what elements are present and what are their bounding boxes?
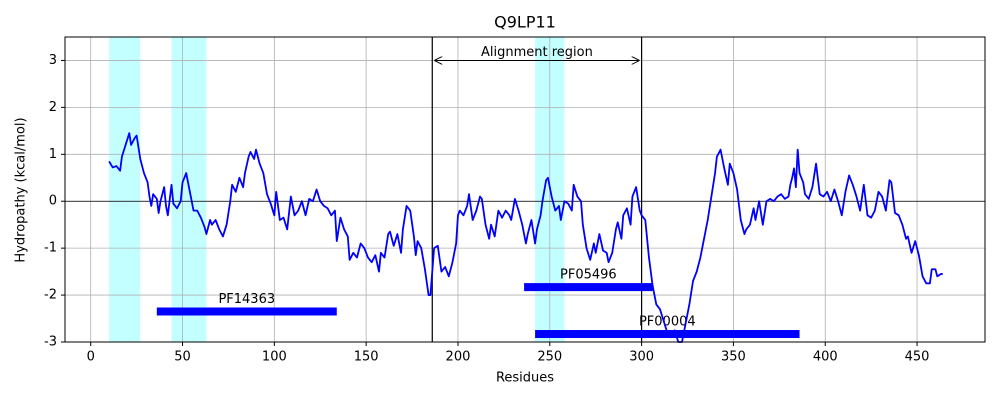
x-tick-label: 250 <box>537 350 562 365</box>
plot-frame <box>64 36 986 343</box>
x-tick-label: 450 <box>905 350 930 365</box>
x-tick-label: 300 <box>629 350 654 365</box>
y-tick-label: -1 <box>44 241 57 256</box>
domain-bar <box>156 307 337 316</box>
x-tick-label: 400 <box>813 350 838 365</box>
x-tick-label: 0 <box>87 350 95 365</box>
x-tick-label: 350 <box>721 350 746 365</box>
x-tick-label: 150 <box>354 350 379 365</box>
domain-label: PF00004 <box>639 315 696 330</box>
y-tick-label: 0 <box>49 194 57 209</box>
annotation-label: Alignment region <box>481 45 593 60</box>
domain-bar <box>524 283 653 292</box>
highlight-span <box>109 37 141 342</box>
y-axis-label: Hydropathy (kcal/mol) <box>14 117 29 262</box>
x-tick-label: 50 <box>174 350 191 365</box>
chart-title: Q9LP11 <box>494 13 556 32</box>
y-tick-label: -2 <box>44 288 57 303</box>
domain-label: PF14363 <box>218 292 275 307</box>
domain-label: PF05496 <box>560 268 617 283</box>
hydropathy-line <box>108 132 943 343</box>
y-tick-label: -3 <box>44 335 57 350</box>
x-tick-label: 200 <box>446 350 471 365</box>
y-tick-label: 3 <box>49 53 57 68</box>
x-axis-label: Residues <box>496 371 554 386</box>
x-tick-label: 100 <box>262 350 287 365</box>
y-tick-label: 1 <box>49 147 57 162</box>
y-tick-label: 2 <box>49 100 57 115</box>
